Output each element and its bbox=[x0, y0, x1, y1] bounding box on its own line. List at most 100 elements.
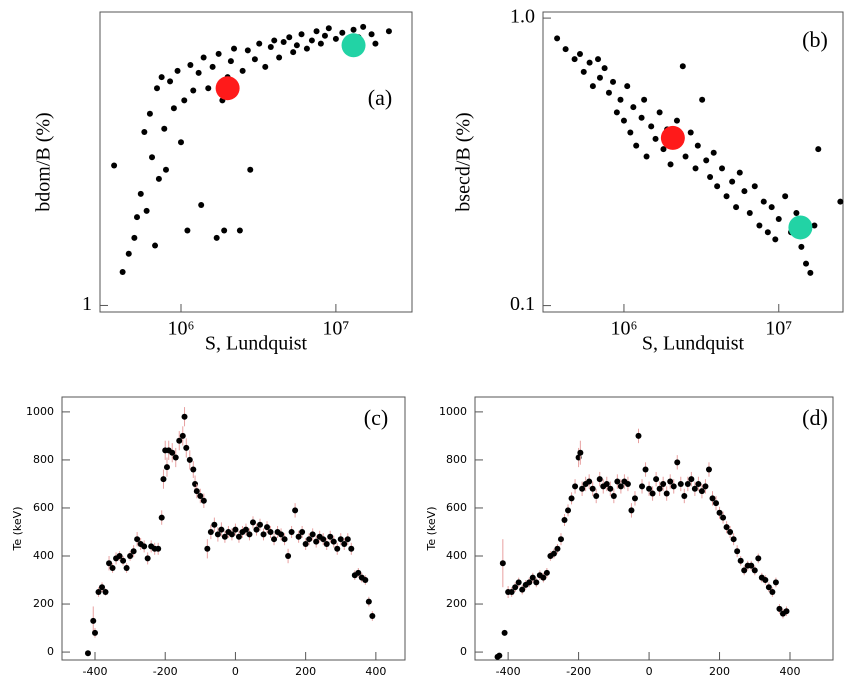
data-point bbox=[360, 23, 367, 30]
data-point bbox=[568, 495, 575, 502]
data-point bbox=[323, 540, 330, 547]
data-point bbox=[179, 432, 186, 439]
data-point bbox=[533, 579, 540, 586]
data-point bbox=[719, 165, 726, 172]
data-point bbox=[143, 207, 150, 214]
data-point bbox=[670, 483, 677, 490]
data-point bbox=[205, 85, 212, 92]
data-point bbox=[652, 135, 659, 142]
data-point bbox=[251, 56, 258, 63]
data-point bbox=[692, 165, 699, 172]
data-point bbox=[684, 480, 691, 487]
data-point bbox=[679, 63, 686, 70]
data-point bbox=[760, 198, 767, 205]
x-tick-label: -400 bbox=[83, 665, 108, 678]
data-point bbox=[167, 78, 174, 85]
data-point bbox=[109, 565, 116, 572]
data-point bbox=[526, 579, 533, 586]
data-point bbox=[694, 142, 701, 149]
data-point bbox=[633, 142, 640, 149]
data-point bbox=[146, 110, 153, 117]
data-point bbox=[190, 466, 197, 473]
x-axis-label: S, Lundquist bbox=[642, 333, 745, 355]
data-point bbox=[793, 209, 800, 216]
data-point bbox=[707, 174, 714, 181]
data-point bbox=[365, 598, 372, 605]
y-tick-label: 0 bbox=[460, 645, 467, 658]
data-point bbox=[106, 560, 113, 567]
data-point bbox=[713, 500, 720, 507]
data-point bbox=[341, 540, 348, 547]
plot-frame bbox=[542, 11, 844, 313]
data-point bbox=[733, 204, 740, 211]
y-axis-label: bsecd/B (%) bbox=[453, 112, 475, 211]
data-point bbox=[656, 109, 663, 116]
y-tick-label: 800 bbox=[33, 453, 54, 466]
data-point bbox=[765, 584, 772, 591]
data-point bbox=[372, 40, 379, 47]
data-point bbox=[798, 243, 805, 250]
data-point bbox=[239, 67, 246, 74]
data-point bbox=[127, 553, 134, 560]
data-point bbox=[198, 201, 205, 208]
data-point bbox=[286, 34, 293, 41]
data-point bbox=[280, 39, 287, 46]
data-point bbox=[673, 117, 680, 124]
data-point bbox=[344, 536, 351, 543]
y-axis-label: Te (keV) bbox=[425, 507, 438, 552]
data-point bbox=[321, 32, 328, 39]
data-point bbox=[155, 175, 162, 182]
data-point bbox=[184, 227, 191, 234]
data-point bbox=[660, 480, 667, 487]
x-tick-label: 10⁶ bbox=[610, 318, 637, 340]
data-point bbox=[244, 47, 251, 54]
data-point bbox=[589, 83, 596, 90]
data-point bbox=[601, 65, 608, 72]
data-point bbox=[200, 54, 207, 61]
data-point bbox=[325, 25, 332, 32]
data-point bbox=[271, 37, 278, 44]
data-point bbox=[730, 536, 737, 543]
data-point bbox=[211, 521, 218, 528]
data-point bbox=[782, 193, 789, 200]
data-point bbox=[169, 449, 176, 456]
plot-frame bbox=[61, 396, 406, 661]
data-point bbox=[281, 536, 288, 543]
data-point bbox=[197, 492, 204, 499]
data-point bbox=[348, 545, 355, 552]
data-point bbox=[262, 63, 269, 70]
data-point bbox=[161, 125, 168, 132]
data-point bbox=[320, 536, 327, 543]
data-point bbox=[746, 209, 753, 216]
data-point bbox=[710, 149, 717, 156]
data-point bbox=[734, 548, 741, 555]
data-point bbox=[557, 536, 564, 543]
data-point bbox=[385, 28, 392, 35]
data-point bbox=[515, 579, 522, 586]
x-tick-label: 200 bbox=[295, 665, 316, 678]
data-point bbox=[256, 40, 263, 47]
data-point bbox=[299, 528, 306, 535]
data-point bbox=[512, 584, 519, 591]
data-point bbox=[303, 45, 310, 52]
data-point bbox=[595, 56, 602, 63]
data-point bbox=[723, 524, 730, 531]
x-tick-label: 0 bbox=[646, 665, 653, 678]
data-point bbox=[815, 146, 822, 153]
data-point bbox=[177, 139, 184, 146]
data-point bbox=[811, 222, 818, 229]
data-point bbox=[677, 480, 684, 487]
data-point bbox=[748, 562, 755, 569]
data-point bbox=[607, 485, 614, 492]
data-point bbox=[236, 227, 243, 234]
data-point bbox=[215, 76, 240, 101]
data-point bbox=[660, 125, 685, 150]
data-point bbox=[95, 589, 102, 596]
data-point bbox=[519, 586, 526, 593]
data-point bbox=[317, 40, 324, 47]
data-point bbox=[369, 613, 376, 620]
data-point bbox=[298, 31, 305, 38]
data-point bbox=[214, 531, 221, 538]
data-point bbox=[242, 526, 249, 533]
data-point bbox=[603, 480, 610, 487]
